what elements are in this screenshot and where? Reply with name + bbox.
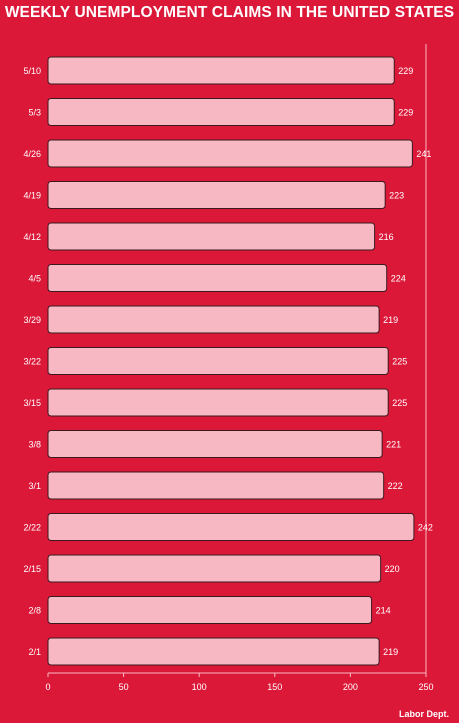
value-label: 225	[392, 398, 407, 408]
category-label: 2/22	[23, 523, 41, 533]
value-label: 222	[388, 481, 403, 491]
bar	[47, 139, 413, 168]
value-label: 219	[383, 315, 398, 325]
x-tick-label-250: 250	[418, 682, 433, 692]
bar	[47, 471, 385, 500]
x-tick-label-150: 150	[267, 682, 282, 692]
value-label: 220	[385, 564, 400, 574]
value-label: 214	[376, 606, 391, 616]
category-label: 2/15	[23, 564, 41, 574]
value-label: 216	[379, 232, 394, 242]
value-label: 224	[391, 274, 406, 284]
x-tick-label-50: 50	[119, 682, 129, 692]
bar	[47, 596, 373, 624]
value-label: 229	[398, 108, 413, 118]
bar	[47, 347, 389, 375]
bar	[47, 554, 382, 583]
value-label: 242	[418, 523, 433, 533]
value-label: 219	[383, 647, 398, 657]
chart-title: WEEKLY UNEMPLOYMENT CLAIMS IN THE UNITED…	[4, 4, 455, 21]
value-label: 221	[386, 440, 401, 450]
category-label: 4/19	[23, 191, 41, 201]
value-label: 229	[398, 66, 413, 76]
bar	[47, 222, 376, 251]
category-label: 3/1	[28, 481, 41, 491]
value-label: 225	[392, 357, 407, 367]
bar	[47, 305, 380, 334]
category-label: 3/22	[23, 357, 41, 367]
category-label: 4/5	[28, 274, 41, 284]
bar	[47, 264, 388, 292]
category-label: 3/15	[23, 398, 41, 408]
bar	[47, 181, 386, 209]
category-label: 3/29	[23, 315, 41, 325]
bar	[47, 388, 389, 417]
category-label: 5/3	[28, 108, 41, 118]
category-label: 2/8	[28, 606, 41, 616]
x-tick-label-200: 200	[343, 682, 358, 692]
bar	[47, 637, 380, 666]
bar	[47, 98, 395, 126]
category-label: 5/10	[23, 66, 41, 76]
value-label: 223	[389, 191, 404, 201]
bar	[47, 56, 395, 85]
category-label: 2/1	[28, 647, 41, 657]
source-credit: Labor Dept.	[398, 709, 449, 719]
bar	[47, 513, 415, 541]
x-tick-label-0: 0	[45, 682, 50, 692]
category-label: 4/26	[23, 149, 41, 159]
category-label: 3/8	[28, 440, 41, 450]
value-label: 241	[416, 149, 431, 159]
category-label: 4/12	[23, 232, 41, 242]
bar	[47, 430, 383, 458]
x-tick-label-100: 100	[192, 682, 207, 692]
